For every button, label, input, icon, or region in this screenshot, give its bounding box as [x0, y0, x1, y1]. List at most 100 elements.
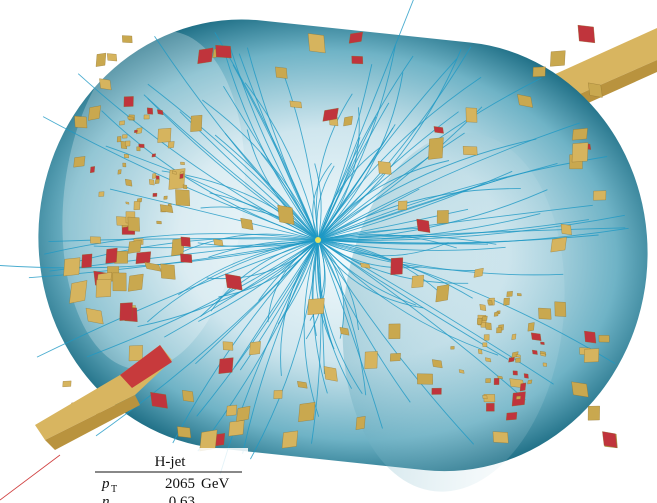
- cell: [465, 107, 478, 123]
- cell: [182, 184, 188, 190]
- table-header: H-jet: [155, 454, 187, 470]
- track: [109, 188, 319, 241]
- track: [210, 239, 319, 312]
- track: [317, 239, 345, 339]
- cell: [492, 431, 509, 444]
- track: [312, 162, 332, 241]
- cell: [473, 267, 484, 278]
- cell: [482, 395, 488, 400]
- cell: [515, 354, 521, 358]
- cell: [73, 156, 86, 168]
- track: [317, 239, 446, 298]
- jet-lower-left: [0, 345, 172, 501]
- cell: [157, 127, 172, 143]
- cell: [503, 297, 510, 306]
- cell: [289, 100, 302, 109]
- cell: [554, 301, 567, 317]
- table-bg: [88, 448, 248, 503]
- track: [86, 239, 319, 358]
- cell: [95, 52, 107, 67]
- cell: [431, 387, 442, 395]
- cell: [228, 420, 245, 437]
- cell: [177, 426, 192, 438]
- cell: [122, 35, 133, 43]
- cell: [117, 169, 122, 175]
- cell: [85, 307, 104, 325]
- cell: [517, 293, 522, 297]
- cell: [560, 223, 572, 235]
- cell: [587, 405, 600, 421]
- cell: [90, 236, 101, 244]
- cell: [527, 322, 535, 332]
- cell: [515, 357, 521, 363]
- track: [154, 35, 319, 241]
- cell: [417, 373, 433, 385]
- cell: [519, 382, 527, 392]
- cell: [144, 261, 162, 272]
- track: [238, 53, 319, 241]
- cell: [323, 366, 338, 382]
- cell: [493, 378, 500, 385]
- cell: [571, 142, 589, 163]
- cell: [112, 272, 127, 292]
- cell: [63, 257, 81, 277]
- track: [317, 106, 483, 241]
- cell: [149, 179, 155, 186]
- cell: [180, 161, 185, 165]
- cell: [485, 322, 492, 331]
- track: [317, 239, 489, 245]
- cell: [275, 66, 288, 79]
- cell: [128, 345, 143, 362]
- cell: [133, 201, 141, 211]
- cell: [523, 373, 529, 379]
- cell: [277, 204, 295, 225]
- cell: [125, 178, 133, 187]
- cell: [146, 107, 154, 115]
- cell: [512, 370, 518, 376]
- tracks: [0, 0, 629, 475]
- track: [317, 214, 625, 241]
- row-label: p: [101, 476, 110, 492]
- cell: [81, 253, 93, 269]
- cell: [486, 403, 495, 412]
- cell: [355, 416, 366, 430]
- cell: [485, 357, 492, 363]
- track: [206, 239, 319, 280]
- cell: [298, 402, 316, 422]
- cell: [225, 273, 243, 291]
- row-label-sub: T: [111, 484, 117, 495]
- cell: [99, 78, 112, 91]
- cell: [159, 204, 174, 213]
- cell: [550, 237, 567, 253]
- cell: [249, 341, 261, 356]
- cell: [122, 134, 128, 139]
- vertex: [315, 237, 321, 243]
- cell: [127, 116, 134, 121]
- cell: [584, 348, 600, 363]
- track: [317, 49, 462, 241]
- cell: [95, 279, 112, 298]
- cell: [478, 349, 483, 355]
- cell: [297, 381, 308, 389]
- track: [305, 239, 326, 340]
- cell: [436, 210, 449, 224]
- track: [317, 107, 360, 241]
- cell: [339, 327, 350, 336]
- track: [317, 189, 548, 241]
- cell: [538, 307, 552, 320]
- track: [317, 239, 424, 309]
- track: [267, 239, 319, 323]
- cell: [577, 24, 596, 44]
- cell: [388, 323, 401, 339]
- cell: [433, 126, 444, 134]
- track: [36, 239, 319, 358]
- track: [317, 239, 411, 403]
- cell: [540, 341, 545, 345]
- track: [317, 58, 458, 241]
- cell: [511, 333, 517, 340]
- cell: [152, 192, 158, 197]
- cell: [450, 346, 455, 350]
- cell: [377, 161, 392, 175]
- cell: [156, 220, 162, 225]
- cell: [496, 327, 502, 334]
